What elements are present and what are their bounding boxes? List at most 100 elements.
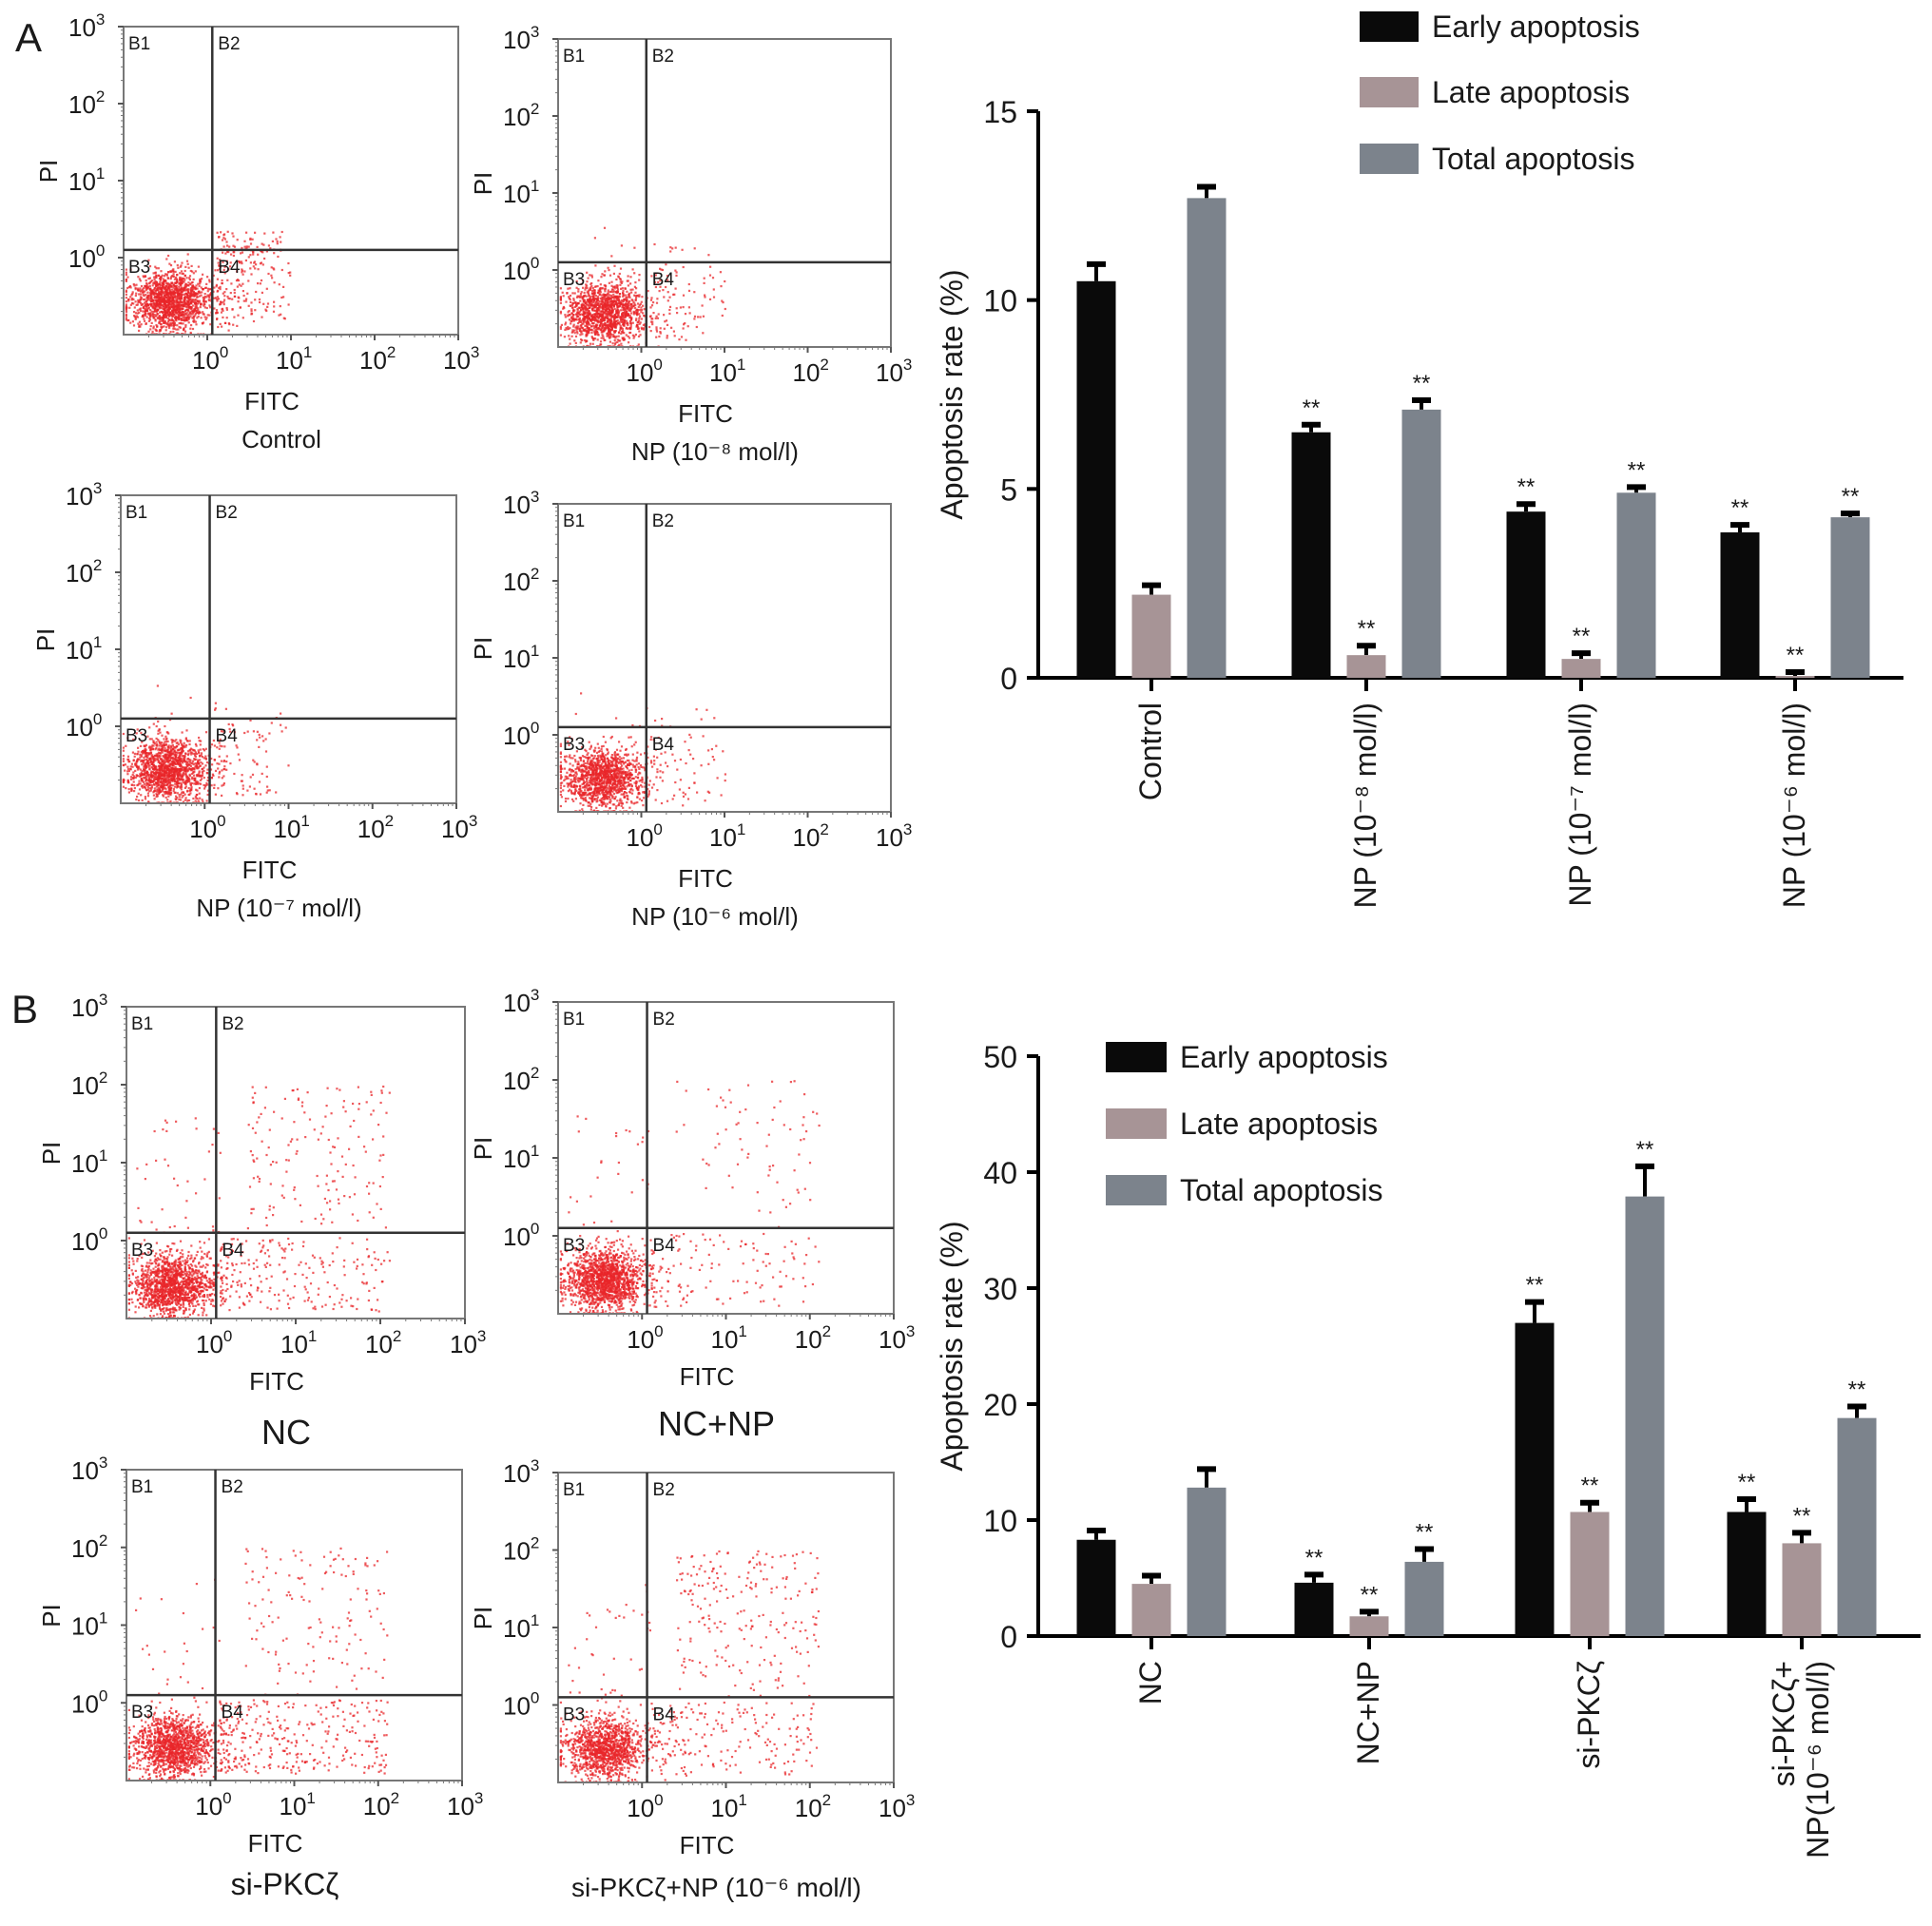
quadrant-label: B1 [126, 503, 147, 523]
event-dot [171, 324, 175, 327]
event-dot [601, 334, 604, 337]
event-dot [164, 319, 166, 322]
event-dot [143, 313, 145, 316]
event-dot [125, 279, 127, 282]
event-dot [145, 309, 147, 312]
event-dot [160, 296, 163, 299]
event-dot [280, 723, 282, 726]
event-dot [205, 761, 209, 764]
event-dot [201, 756, 203, 759]
event-dot [249, 242, 253, 245]
event-dot [140, 323, 143, 326]
event-dot [655, 330, 659, 333]
event-dot [635, 318, 638, 321]
event-dot [629, 303, 632, 306]
event-dot [135, 292, 138, 295]
event-dot [155, 289, 158, 292]
event-dot [145, 303, 147, 307]
event-dot [208, 280, 211, 283]
event-dot [191, 760, 195, 762]
event-dot [256, 739, 259, 742]
event-dot [675, 307, 678, 310]
event-dot [559, 327, 562, 330]
event-dot [223, 765, 226, 768]
event-dot [152, 301, 155, 304]
event-dot [196, 302, 199, 305]
event-dot [145, 288, 148, 291]
event-dot [125, 317, 127, 319]
event-dot [571, 292, 574, 295]
event-dot [242, 794, 244, 797]
event-dot [289, 271, 292, 274]
event-dot [666, 323, 669, 326]
event-dot [593, 237, 596, 240]
event-dot [143, 287, 145, 290]
event-dot [133, 306, 136, 309]
event-dot [131, 751, 134, 754]
event-dot [585, 309, 588, 312]
event-dot [232, 235, 235, 238]
event-dot [131, 765, 134, 768]
event-dot [287, 303, 290, 306]
event-dot [132, 302, 135, 305]
event-dot [589, 289, 591, 292]
event-dot [629, 318, 633, 320]
event-dot [167, 254, 170, 258]
event-dot [205, 317, 208, 319]
event-dot [215, 283, 218, 286]
event-dot [186, 293, 189, 297]
event-dot [148, 288, 152, 292]
event-dot [280, 712, 282, 715]
event-dot [620, 332, 623, 336]
event-dot [225, 768, 228, 771]
event-dot [171, 269, 174, 272]
event-dot [156, 312, 159, 316]
event-dot [236, 793, 239, 796]
event-dot [237, 300, 240, 303]
event-dot [634, 307, 637, 310]
event-dot [185, 763, 188, 766]
event-dot [144, 785, 146, 789]
event-dot [148, 726, 151, 729]
event-dot [159, 742, 162, 744]
event-dot [187, 786, 190, 790]
event-dot [199, 765, 202, 768]
event-dot [170, 323, 173, 326]
event-dot [180, 764, 183, 767]
event-dot [266, 785, 269, 788]
quadrant-label: B2 [216, 503, 238, 523]
event-dot [143, 318, 145, 320]
event-dot [178, 325, 181, 329]
event-dot [136, 753, 139, 756]
event-dot [191, 327, 195, 331]
event-dot [572, 298, 575, 300]
event-dot [150, 289, 153, 292]
event-dot [178, 799, 181, 801]
event-dot [165, 312, 168, 315]
event-dot [156, 781, 159, 784]
event-dot [569, 294, 572, 298]
event-dot [177, 300, 180, 303]
event-dot [127, 769, 130, 773]
event-dot [626, 298, 628, 301]
event-dot [724, 279, 726, 283]
event-dot [151, 304, 154, 307]
event-dot [193, 308, 196, 311]
event-dot [674, 287, 677, 290]
x-tick-label: 101 [276, 343, 312, 375]
event-dot [617, 321, 620, 325]
event-dot [712, 296, 716, 299]
plot-caption: NP (10⁻⁸ mol/l) [631, 437, 799, 466]
event-dot [194, 301, 197, 304]
event-dot [187, 296, 190, 299]
event-dot [587, 299, 589, 301]
event-dot [147, 259, 150, 261]
event-dot [650, 304, 654, 307]
event-dot [145, 302, 148, 305]
tick-base: 10 [627, 358, 654, 387]
event-dot [177, 779, 180, 781]
event-dot [153, 287, 156, 290]
event-dot [151, 313, 154, 316]
event-dot [149, 280, 152, 283]
